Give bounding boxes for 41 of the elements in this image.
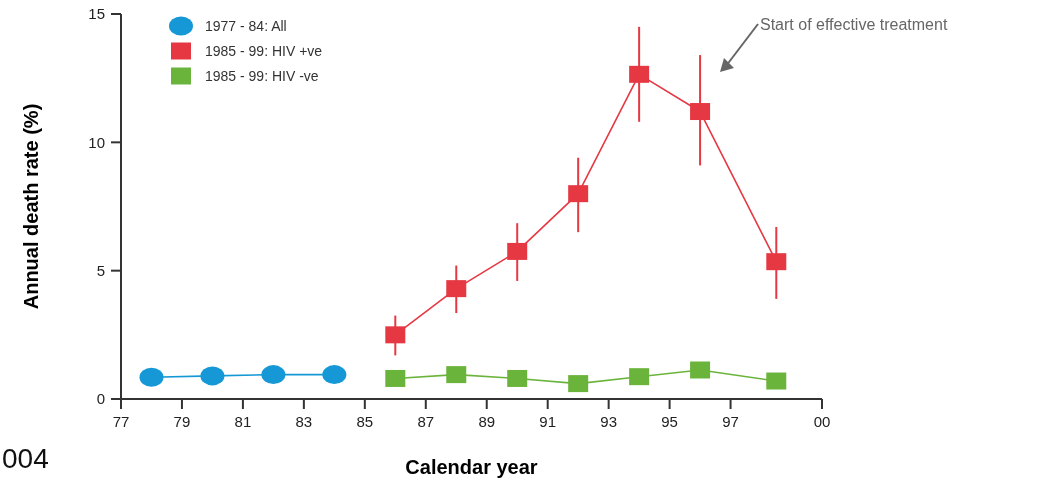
point bbox=[568, 375, 589, 393]
text: 004 bbox=[2, 443, 49, 474]
legend-label: 1985 - 99: HIV +ve bbox=[205, 42, 323, 59]
x-axis-title: Calendar year bbox=[405, 456, 538, 478]
legend-label: 1985 - 99: HIV -ve bbox=[205, 67, 319, 84]
x-tick-label: 91 bbox=[539, 413, 557, 430]
point bbox=[322, 365, 347, 385]
point bbox=[690, 361, 711, 379]
point bbox=[507, 369, 528, 387]
point bbox=[385, 326, 406, 344]
x-tick-label: 87 bbox=[417, 413, 435, 430]
y-tick-label: 10 bbox=[88, 133, 105, 151]
y-tick-label: 5 bbox=[96, 261, 105, 279]
x-tick-label: 95 bbox=[661, 413, 678, 430]
x-tick-label: 93 bbox=[600, 413, 617, 430]
y-tick-label: 0 bbox=[96, 390, 105, 408]
y-tick-label: 15 bbox=[88, 5, 105, 23]
y-axis-title: Annual death rate (%) bbox=[20, 103, 42, 310]
annotation: Start of effective treatment bbox=[760, 15, 948, 33]
x-tick-label: 85 bbox=[356, 413, 374, 430]
point bbox=[200, 366, 225, 386]
point bbox=[766, 253, 787, 271]
point bbox=[568, 185, 589, 203]
point bbox=[766, 372, 787, 390]
point bbox=[507, 242, 528, 260]
point bbox=[446, 280, 467, 298]
point bbox=[261, 365, 286, 385]
x-tick-label: 77 bbox=[112, 413, 130, 430]
point bbox=[139, 367, 164, 387]
x-tick-label: 89 bbox=[478, 413, 496, 430]
legend-label: 1977 - 84: All bbox=[205, 17, 287, 34]
point bbox=[446, 366, 467, 384]
point bbox=[385, 369, 406, 387]
x-tick-label: 83 bbox=[295, 413, 313, 430]
point bbox=[690, 103, 711, 121]
x-tick-label: 00 bbox=[813, 413, 831, 430]
point bbox=[629, 368, 650, 386]
x-tick-label: 79 bbox=[173, 413, 191, 430]
x-tick-label: 97 bbox=[722, 413, 739, 430]
x-tick-label: 81 bbox=[234, 413, 252, 430]
point bbox=[629, 65, 650, 83]
